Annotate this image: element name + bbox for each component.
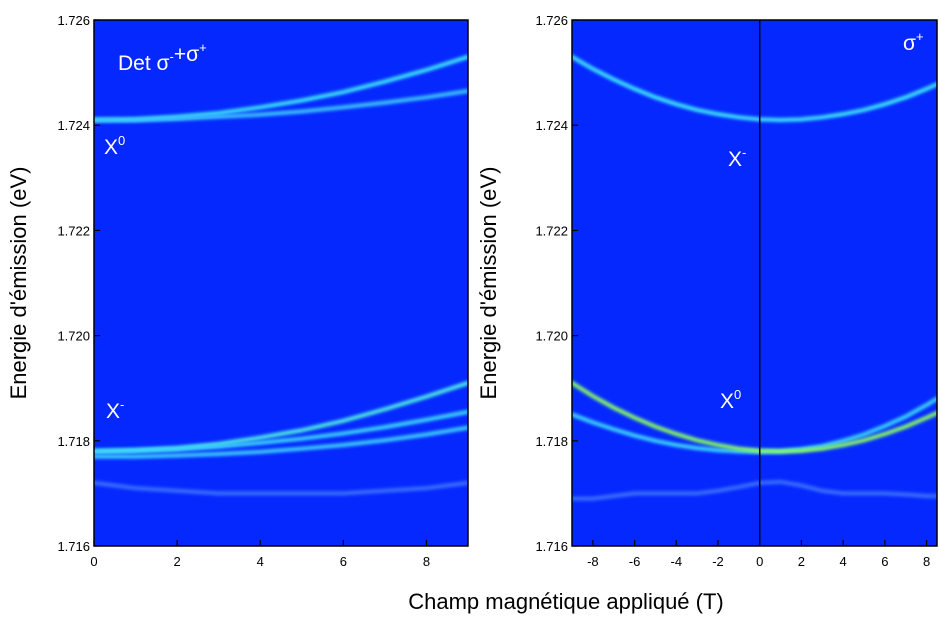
y-tick-label: 1.726 [535, 13, 568, 28]
emission-line [94, 480, 468, 496]
x-tick-label: -2 [712, 554, 724, 569]
x-axis-title: Champ magnétique appliqué (T) [408, 589, 724, 614]
y-tick-label: 1.716 [535, 539, 568, 554]
annotation-text: X [728, 148, 742, 171]
lines [94, 54, 468, 496]
annotation-sup: - [742, 145, 746, 160]
x-tick-label: 2 [798, 554, 805, 569]
plot-frame [93, 19, 469, 547]
annotation: X- [728, 145, 746, 171]
x-tick-label: 8 [923, 554, 930, 569]
y-tick-label: 1.726 [57, 13, 90, 28]
annotation: X- [106, 397, 124, 423]
y-tick-label: 1.716 [57, 539, 90, 554]
x-tick-label: -6 [629, 554, 641, 569]
emission-line [94, 89, 468, 122]
y-tick-label: 1.722 [535, 223, 568, 238]
x-tick-label: 8 [423, 554, 430, 569]
y-tick-label: 1.720 [57, 329, 90, 344]
annotation: X0 [720, 387, 741, 413]
annotation-text: σ [903, 32, 916, 55]
x-tick-label: -8 [587, 554, 599, 569]
annotation-text: X [104, 136, 118, 159]
x-tick-label: 0 [90, 554, 97, 569]
emission-line [94, 425, 468, 459]
heatmap-background [94, 20, 468, 546]
annotation-text: X [720, 390, 734, 413]
annotation: X0 [104, 133, 125, 159]
annotation-sup: + [916, 29, 924, 44]
annotation-sup: - [120, 397, 124, 412]
annotation-text: Det σ [118, 52, 170, 75]
annotation: Det σ-+σ+ [118, 40, 207, 75]
y-axis-title: Energie d'émission (eV) [6, 167, 31, 400]
x-tick-label: 6 [340, 554, 347, 569]
y-tick-label: 1.720 [535, 329, 568, 344]
heatmap-background [572, 20, 937, 546]
x-tick-label: 0 [756, 554, 763, 569]
annotation-sup: 0 [734, 387, 741, 402]
emission-line [94, 409, 468, 454]
x-tick-label: 6 [881, 554, 888, 569]
y-tick-label: 1.718 [57, 434, 90, 449]
annotation: σ+ [903, 29, 924, 55]
y-tick-label: 1.718 [535, 434, 568, 449]
annotation-text: +σ [174, 43, 199, 66]
y-tick-label: 1.724 [535, 118, 568, 133]
annotation-sup: - [169, 49, 173, 64]
x-tick-label: 4 [257, 554, 264, 569]
y-tick-label: 1.722 [57, 223, 90, 238]
annotation-text: X [106, 400, 120, 423]
x-tick-label: 4 [840, 554, 847, 569]
annotation-sup: + [199, 40, 207, 55]
plot-frame [571, 19, 938, 547]
x-tick-label: -4 [671, 554, 683, 569]
y-tick-label: 1.724 [57, 118, 90, 133]
y-axis-title: Energie d'émission (eV) [476, 167, 501, 400]
annotation-sup: 0 [118, 133, 125, 148]
x-tick-label: 2 [173, 554, 180, 569]
